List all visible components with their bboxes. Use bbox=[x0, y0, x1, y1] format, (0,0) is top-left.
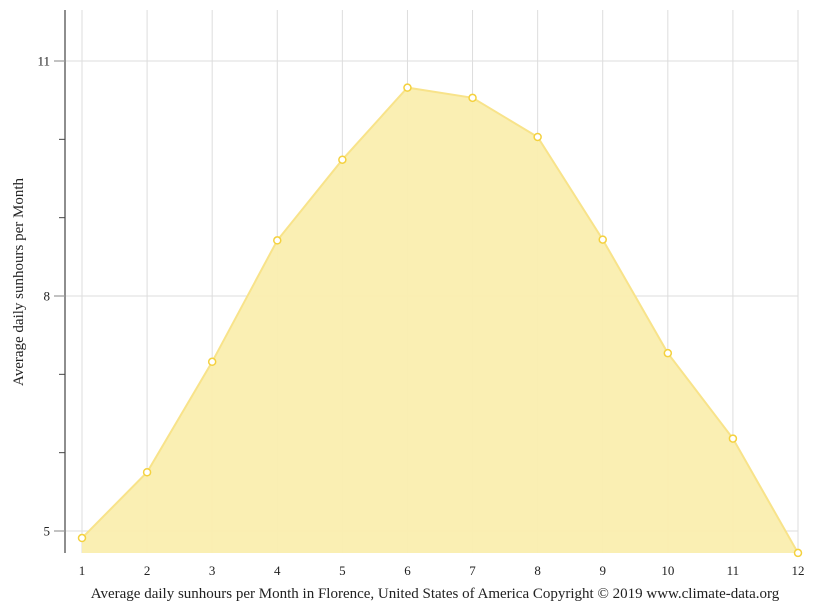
x-tick-label: 4 bbox=[274, 563, 281, 578]
data-point-month-5 bbox=[338, 155, 347, 164]
x-tick-label: 8 bbox=[534, 563, 541, 578]
x-tick-label: 11 bbox=[727, 563, 740, 578]
data-point-month-4 bbox=[273, 236, 282, 245]
y-axis-title: Average daily sunhours per Month bbox=[11, 178, 27, 387]
data-point-month-3 bbox=[207, 357, 217, 367]
x-axis: 1 2 3 4 5 6 7 8 9 10 11 12 bbox=[79, 563, 805, 578]
data-point-month-6 bbox=[403, 83, 412, 92]
sunhours-area-fill bbox=[82, 87, 798, 553]
data-point-month-11 bbox=[728, 434, 738, 443]
y-tick-label: 5 bbox=[44, 524, 51, 539]
x-tick-label: 6 bbox=[404, 563, 411, 578]
data-point-markers bbox=[77, 83, 803, 558]
x-tick-label: 9 bbox=[599, 563, 606, 578]
x-tick-label: 10 bbox=[661, 563, 674, 578]
data-point-month-2 bbox=[142, 468, 152, 477]
x-tick-label: 2 bbox=[144, 563, 151, 578]
x-tick-label: 12 bbox=[792, 563, 805, 578]
data-point-month-1 bbox=[77, 533, 87, 543]
data-point-month-9 bbox=[598, 235, 607, 244]
data-point-month-8 bbox=[533, 132, 542, 142]
y-axis: 5 8 11 bbox=[37, 10, 66, 553]
x-tick-label: 1 bbox=[79, 563, 86, 578]
sunhours-line bbox=[81, 86, 799, 554]
data-point-month-12 bbox=[793, 548, 803, 558]
x-tick-label: 3 bbox=[209, 563, 216, 578]
data-point-month-10 bbox=[663, 348, 673, 358]
x-tick-label: 7 bbox=[469, 563, 476, 578]
y-tick-label: 11 bbox=[37, 54, 50, 69]
data-point-month-7 bbox=[468, 93, 477, 103]
chart-caption: Average daily sunhours per Month in Flor… bbox=[91, 586, 780, 602]
x-tick-label: 5 bbox=[339, 563, 346, 578]
y-tick-label: 8 bbox=[44, 289, 51, 304]
